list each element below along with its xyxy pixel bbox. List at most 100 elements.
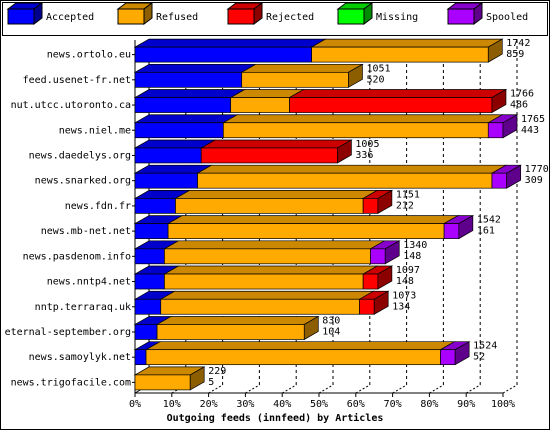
bar-news-pasdenom-info-accepted bbox=[134, 248, 165, 265]
bar-news-snarked-org-refused-top bbox=[196, 164, 508, 174]
bar-news-trigofacile-com-side bbox=[189, 366, 205, 391]
bar-news-fdn-fr-refused-top bbox=[174, 190, 379, 199]
x-tick-label: 50% bbox=[310, 399, 328, 410]
bar-nut-utcc-utoronto-ca-rejected bbox=[289, 97, 493, 113]
category-label-nntp-terraraq-uk: nntp.terraraq.uk bbox=[35, 302, 131, 313]
x-tick-label: 90% bbox=[457, 399, 475, 410]
bar-news-samoylyk-net-accepted bbox=[134, 349, 147, 366]
legend-swatch-refused bbox=[117, 8, 145, 25]
bar-eternal-september-org-refused bbox=[156, 324, 305, 340]
bar-secondary-label: 148 bbox=[396, 276, 414, 287]
bar-nut-utcc-utoronto-ca-side bbox=[491, 88, 507, 114]
bar-eternal-september-org-accepted bbox=[134, 324, 158, 340]
bar-feed-usenet-fr-net-accepted bbox=[134, 71, 243, 88]
bar-total-label: 1524 bbox=[473, 341, 497, 352]
bar-news-mb-net-net-refused-top bbox=[166, 215, 460, 224]
bar-news-fdn-fr-refused bbox=[175, 198, 364, 214]
category-label-news-ortolo-eu: news.ortolo.eu bbox=[47, 50, 131, 61]
gridline-floor-7 bbox=[392, 384, 407, 394]
bar-feed-usenet-fr-net-refused bbox=[241, 71, 349, 88]
bar-news-niel-me-accepted-top bbox=[133, 114, 239, 124]
category-label-eternal-september-org: eternal-september.org bbox=[5, 327, 131, 338]
bar-news-pasdenom-info-refused-top bbox=[163, 240, 386, 250]
gridline-floor-9 bbox=[465, 384, 481, 394]
bar-news-nntp4-net-refused-top bbox=[163, 265, 379, 275]
bar-news-nntp4-net-refused bbox=[164, 273, 364, 290]
category-label-news-nntp4-net: news.nntp4.net bbox=[47, 277, 131, 288]
bar-news-snarked-org-spooled bbox=[491, 172, 508, 189]
bar-eternal-september-org-side bbox=[303, 315, 319, 341]
bar-news-nntp4-net-accepted bbox=[134, 273, 165, 290]
bar-feed-usenet-fr-net-side bbox=[348, 63, 363, 88]
bar-eternal-september-org-refused-top bbox=[155, 316, 320, 325]
category-label-nut-utcc-utoronto-ca: nut.utcc.utoronto.ca bbox=[11, 100, 131, 111]
bar-total-label: 1766 bbox=[510, 89, 534, 100]
bar-news-mb-net-net-accepted bbox=[134, 223, 169, 239]
bar-news-samoylyk-net-spooled bbox=[440, 349, 456, 366]
plot-area: 0% 10% 20% 30% 40% 50% 60% 70% 80% 90% 100% news.or… bbox=[5, 38, 549, 410]
bar-news-samoylyk-net-side bbox=[454, 341, 470, 366]
x-tick-label: 20% bbox=[200, 399, 218, 410]
x-tick-label: 60% bbox=[347, 399, 365, 410]
bar-nut-utcc-utoronto-ca-rejected-top bbox=[288, 89, 508, 98]
bar-news-daedelys-org-side bbox=[337, 139, 352, 164]
bar-secondary-label: 134 bbox=[392, 301, 410, 312]
bar-secondary-label: 859 bbox=[506, 49, 524, 60]
bar-news-fdn-fr-accepted bbox=[134, 198, 176, 214]
bar-news-snarked-org-accepted bbox=[134, 172, 198, 189]
bar-secondary-label: 520 bbox=[366, 74, 384, 85]
category-label-news-pasdenom-info: news.pasdenom.info bbox=[23, 251, 131, 262]
bar-feed-usenet-fr-net-refused-top bbox=[240, 63, 364, 73]
category-label-news-daedelys-org: news.daedelys.org bbox=[29, 150, 131, 161]
bar-total-label: 1340 bbox=[403, 240, 427, 251]
bar-news-nntp4-net-side bbox=[377, 265, 393, 290]
legend-label-spooled: Spooled bbox=[486, 12, 528, 23]
bar-secondary-label: 148 bbox=[403, 251, 421, 262]
category-label-news-trigofacile-com: news.trigofacile.com bbox=[11, 377, 131, 388]
bar-nntp-terraraq-uk-refused bbox=[160, 298, 360, 315]
bar-news-ortolo-eu-side bbox=[487, 38, 503, 63]
bar-news-ortolo-eu-refused bbox=[311, 46, 489, 63]
gridline-floor-5 bbox=[318, 384, 334, 394]
bar-news-trigofacile-com-refused bbox=[134, 374, 191, 391]
bar-total-label: 1770 bbox=[525, 164, 549, 175]
bar-news-mb-net-net-spooled bbox=[443, 223, 460, 239]
bar-total-label: 1005 bbox=[355, 139, 379, 150]
gridline-floor-3 bbox=[245, 384, 260, 394]
legend-swatch-spooled bbox=[447, 8, 475, 25]
category-label-news-fdn-fr: news.fdn.fr bbox=[65, 201, 131, 212]
bar-news-daedelys-org-rejected-top bbox=[199, 139, 353, 149]
bar-news-niel-me-side bbox=[502, 114, 518, 139]
bar-news-nntp4-net-rejected bbox=[362, 273, 379, 290]
legend-label-missing: Missing bbox=[376, 12, 418, 23]
gridline-floor-10 bbox=[502, 384, 518, 394]
category-label-news-snarked-org: news.snarked.org bbox=[35, 176, 131, 187]
legend-swatch-missing bbox=[337, 8, 365, 25]
bar-nntp-terraraq-uk-side bbox=[373, 290, 389, 315]
gridline-floor-4 bbox=[281, 384, 297, 394]
legend-label-accepted: Accepted bbox=[46, 12, 94, 23]
bar-total-label: 1742 bbox=[506, 38, 530, 49]
legend-swatch-rejected bbox=[227, 8, 255, 25]
bar-secondary-label: 212 bbox=[396, 200, 414, 211]
bar-news-fdn-fr-side bbox=[377, 189, 393, 214]
x-tick-label: 100% bbox=[491, 399, 515, 410]
category-label-news-niel-me: news.niel.me bbox=[59, 125, 131, 136]
x-tick-label: 10% bbox=[163, 399, 181, 410]
legend-swatch-accepted bbox=[7, 8, 35, 25]
bar-nut-utcc-utoronto-ca-refused bbox=[230, 97, 290, 113]
bar-news-ortolo-eu-accepted-top bbox=[133, 38, 327, 48]
bar-news-ortolo-eu-refused-top bbox=[310, 38, 504, 48]
bar-news-niel-me-accepted bbox=[134, 122, 224, 139]
legend-label-refused: Refused bbox=[156, 12, 198, 23]
bar-news-mb-net-net-refused bbox=[167, 223, 445, 239]
bar-total-label: 1097 bbox=[396, 265, 420, 276]
bar-nntp-terraraq-uk-accepted bbox=[134, 298, 162, 315]
bar-nntp-terraraq-uk-refused-top bbox=[159, 290, 375, 300]
category-label-feed-usenet-fr-net: feed.usenet-fr.net bbox=[23, 75, 131, 86]
category-label-news-mb-net-net: news.mb-net.net bbox=[41, 226, 131, 237]
bar-news-niel-me-refused bbox=[222, 122, 489, 139]
bar-news-daedelys-org-accepted bbox=[134, 147, 202, 164]
bar-nut-utcc-utoronto-ca-accepted-top bbox=[133, 89, 246, 98]
